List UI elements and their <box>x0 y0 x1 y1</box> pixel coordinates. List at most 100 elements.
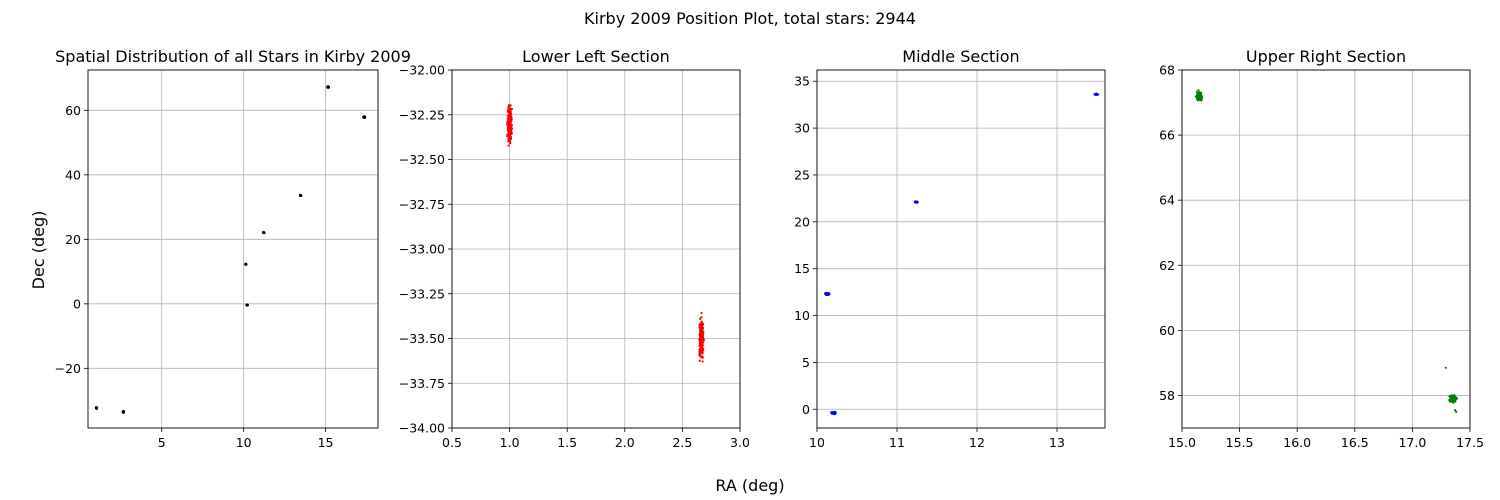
star-point <box>833 412 836 415</box>
star-point <box>326 85 329 89</box>
y-tick-label: 20 <box>794 214 810 229</box>
star-point <box>508 139 512 143</box>
y-tick-label: 66 <box>1159 128 1175 143</box>
y-tick-label: 0 <box>802 402 810 417</box>
star-point <box>509 137 512 140</box>
star-point <box>1453 409 1457 412</box>
chart-panels: 5 10 15 −20 0 20 40 60 Spatial Distribution of a… <box>55 47 1484 450</box>
y-tick-label: 10 <box>794 308 810 323</box>
y-tick-label: 60 <box>65 103 81 118</box>
x-tick-label: 13 <box>1049 435 1065 450</box>
y-tick-label: 15 <box>794 261 810 276</box>
chart-title: Middle Section <box>902 47 1019 66</box>
x-tick-label: 12 <box>969 435 985 450</box>
chart-title: Upper Right Section <box>1246 47 1406 66</box>
star-point <box>701 334 704 337</box>
star-point <box>507 132 510 136</box>
y-tick-label: −32.25 <box>399 107 445 122</box>
star-point <box>701 322 704 326</box>
x-tick-label: 1.5 <box>557 435 577 450</box>
y-tick-label: 25 <box>794 167 810 182</box>
y-tick-label: 40 <box>65 167 81 182</box>
star-point <box>915 201 918 204</box>
y-tick-label: −33.75 <box>399 376 445 391</box>
axes-frame <box>87 69 379 429</box>
x-tick-label: 17.5 <box>1456 435 1484 450</box>
star-point <box>701 351 704 354</box>
star-point <box>700 316 703 319</box>
x-tick-label: 16.0 <box>1283 435 1311 450</box>
star-point <box>1198 98 1201 101</box>
y-tick-label: −20 <box>55 361 81 376</box>
star-point <box>510 123 513 126</box>
x-tick-label: 15.0 <box>1168 435 1196 450</box>
star-point <box>1455 396 1458 399</box>
y-tick-label: 35 <box>794 74 810 89</box>
star-point <box>700 326 704 330</box>
x-tick-label: 11 <box>889 435 905 450</box>
x-tick-label: 5 <box>158 435 166 450</box>
star-point <box>698 338 702 341</box>
star-point <box>506 114 510 117</box>
star-point <box>244 262 247 266</box>
star-point <box>699 317 702 320</box>
y-tick-label: 60 <box>1159 323 1175 338</box>
y-tick-label: −32.00 <box>399 63 445 78</box>
star-cluster <box>1093 92 1100 97</box>
star-point <box>827 293 830 296</box>
x-tick-label: 17.0 <box>1398 435 1426 450</box>
y-tick-label: −33.00 <box>399 242 445 257</box>
star-point <box>1195 90 1199 94</box>
axes-frame <box>451 69 741 429</box>
y-tick-label: 30 <box>794 121 810 136</box>
y-tick-label: 58 <box>1159 388 1175 403</box>
star-cluster <box>94 406 99 410</box>
axes-frame <box>816 69 1106 429</box>
star-point <box>1197 89 1200 92</box>
axes-frame <box>1181 69 1471 429</box>
star-point <box>1197 92 1200 95</box>
star-point <box>1444 366 1447 369</box>
star-point <box>507 144 510 147</box>
star-point <box>509 130 513 133</box>
star-point <box>262 231 265 234</box>
star-cluster <box>121 409 125 414</box>
chart-panel-2: 0.5 1.0 1.5 2.0 2.5 3.0 −34.00 −33.75 −33.50 −33.… <box>399 47 750 450</box>
star-point <box>95 406 98 410</box>
x-tick-label: 10 <box>809 435 825 450</box>
figure-ylabel: Dec (deg) <box>29 211 48 290</box>
star-point <box>698 353 701 357</box>
figure-suptitle: Kirby 2009 Position Plot, total stars: 2… <box>584 9 916 28</box>
star-point <box>700 343 703 346</box>
y-tick-label: 68 <box>1159 63 1175 78</box>
star-point <box>1455 410 1458 413</box>
chart-panel-4: 15.0 15.5 16.0 16.5 17.0 17.5 58 60 62 64 66 68 Uppe… <box>1159 47 1484 450</box>
star-point <box>508 134 512 137</box>
star-cluster <box>698 311 706 363</box>
y-tick-label: −32.75 <box>399 197 445 212</box>
star-point <box>698 348 701 351</box>
star-cluster <box>245 303 250 307</box>
x-tick-label: 2.0 <box>615 435 635 450</box>
star-point <box>507 129 510 132</box>
star-point <box>701 360 704 363</box>
star-point <box>507 124 510 127</box>
star-cluster <box>326 85 331 89</box>
star-point <box>507 105 510 109</box>
star-point <box>700 355 704 358</box>
y-tick-label: 0 <box>73 296 81 311</box>
star-point <box>1452 397 1455 401</box>
star-point <box>509 142 512 145</box>
chart-title: Lower Left Section <box>522 47 670 66</box>
x-tick-label: 10 <box>236 435 252 450</box>
y-tick-label: −32.50 <box>399 152 445 167</box>
star-point <box>507 119 510 122</box>
star-point <box>508 111 511 115</box>
x-tick-label: 3.0 <box>730 435 750 450</box>
star-point <box>362 115 366 119</box>
star-point <box>698 342 701 345</box>
x-tick-label: 16.5 <box>1341 435 1369 450</box>
star-point <box>698 334 701 337</box>
